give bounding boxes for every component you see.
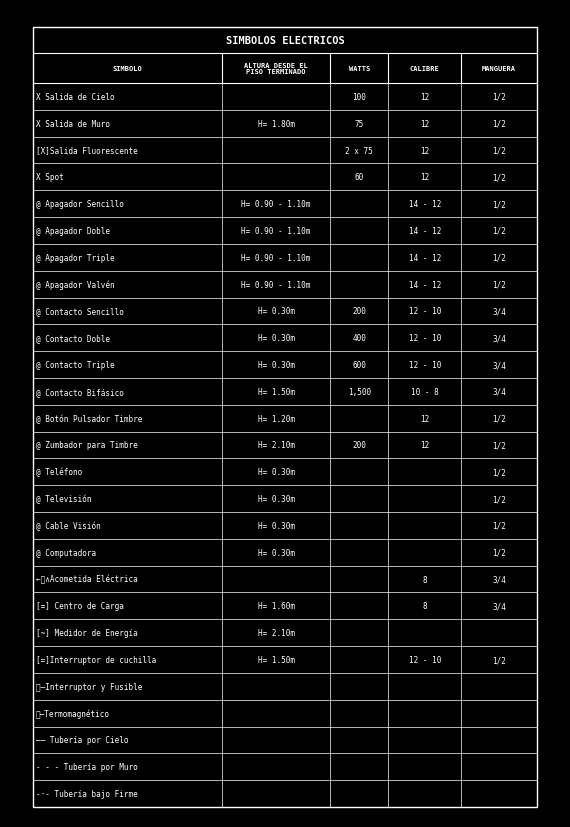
- Text: ∿—Termomagnético: ∿—Termomagnético: [36, 709, 110, 718]
- Text: 1/2: 1/2: [492, 173, 506, 182]
- Text: 12: 12: [420, 173, 429, 182]
- Text: SIMBOLO: SIMBOLO: [113, 66, 142, 72]
- Text: 1/2: 1/2: [492, 120, 506, 128]
- Text: 14 - 12: 14 - 12: [409, 200, 441, 209]
- Text: 1/2: 1/2: [492, 227, 506, 236]
- Text: CALIBRE: CALIBRE: [410, 66, 439, 72]
- Text: 14 - 12: 14 - 12: [409, 227, 441, 236]
- Text: 3/4: 3/4: [492, 575, 506, 584]
- Text: 2 x 75: 2 x 75: [345, 146, 373, 155]
- Text: 3/4: 3/4: [492, 334, 506, 343]
- Text: H= 0.90 - 1.10m: H= 0.90 - 1.10m: [242, 200, 311, 209]
- Text: [~] Medidor de Energía: [~] Medidor de Energía: [36, 629, 138, 638]
- Text: H= 0.30m: H= 0.30m: [258, 468, 295, 476]
- Text: 12: 12: [420, 414, 429, 423]
- Text: H= 1.80m: H= 1.80m: [258, 120, 295, 128]
- Text: @ Apagador Valvén: @ Apagador Valvén: [36, 280, 115, 289]
- Text: 1,500: 1,500: [348, 387, 371, 396]
- Text: H= 0.30m: H= 0.30m: [258, 521, 295, 530]
- Text: @ Contacto Sencillo: @ Contacto Sencillo: [36, 307, 124, 316]
- Text: 1/2: 1/2: [492, 441, 506, 450]
- Text: ∿—Interruptor y Fusible: ∿—Interruptor y Fusible: [36, 682, 142, 691]
- Text: 12 - 10: 12 - 10: [409, 307, 441, 316]
- Text: X Spot: X Spot: [36, 173, 64, 182]
- Text: 12: 12: [420, 120, 429, 128]
- Text: 3/4: 3/4: [492, 361, 506, 370]
- Text: 12: 12: [420, 93, 429, 102]
- Text: 1/2: 1/2: [492, 146, 506, 155]
- Text: H= 0.30m: H= 0.30m: [258, 548, 295, 557]
- Text: X Salida de Muro: X Salida de Muro: [36, 120, 110, 128]
- Text: 1/2: 1/2: [492, 280, 506, 289]
- Text: H= 1.50m: H= 1.50m: [258, 655, 295, 664]
- Text: H= 0.30m: H= 0.30m: [258, 334, 295, 343]
- Text: 100: 100: [352, 93, 367, 102]
- Text: 1/2: 1/2: [492, 548, 506, 557]
- Text: 12 - 10: 12 - 10: [409, 334, 441, 343]
- Text: H= 2.10m: H= 2.10m: [258, 629, 295, 638]
- Text: SIMBOLOS ELECTRICOS: SIMBOLOS ELECTRICOS: [226, 36, 344, 46]
- Text: [=] Centro de Carga: [=] Centro de Carga: [36, 602, 124, 610]
- Text: [=]Interruptor de cuchilla: [=]Interruptor de cuchilla: [36, 655, 156, 664]
- Text: 1/2: 1/2: [492, 200, 506, 209]
- Text: @ Contacto Doble: @ Contacto Doble: [36, 334, 110, 343]
- Text: X Salida de Cielo: X Salida de Cielo: [36, 93, 115, 102]
- Text: 10 - 8: 10 - 8: [411, 387, 439, 396]
- Text: 200: 200: [352, 307, 367, 316]
- Text: 1/2: 1/2: [492, 93, 506, 102]
- Text: @ Apagador Triple: @ Apagador Triple: [36, 254, 115, 262]
- Text: 60: 60: [355, 173, 364, 182]
- Text: 400: 400: [352, 334, 367, 343]
- Text: @ Televisión: @ Televisión: [36, 495, 92, 504]
- Text: @ Cable Visión: @ Cable Visión: [36, 521, 101, 530]
- Text: 3/4: 3/4: [492, 387, 506, 396]
- Text: 1/2: 1/2: [492, 495, 506, 504]
- Text: @ Zumbador para Timbre: @ Zumbador para Timbre: [36, 441, 138, 450]
- Text: @ Teléfono: @ Teléfono: [36, 467, 82, 477]
- Text: —— Tubería por Cielo: —— Tubería por Cielo: [36, 735, 128, 744]
- Text: ←∿∧Acometida Eléctrica: ←∿∧Acometida Eléctrica: [36, 575, 138, 584]
- Text: 12: 12: [420, 146, 429, 155]
- Text: 3/4: 3/4: [492, 602, 506, 610]
- Text: 600: 600: [352, 361, 367, 370]
- Text: H= 0.30m: H= 0.30m: [258, 361, 295, 370]
- Text: H= 0.90 - 1.10m: H= 0.90 - 1.10m: [242, 280, 311, 289]
- Text: 12 - 10: 12 - 10: [409, 655, 441, 664]
- Text: ALTURA DESDE EL
PISO TERMINADO: ALTURA DESDE EL PISO TERMINADO: [245, 62, 308, 75]
- Text: 8: 8: [422, 575, 427, 584]
- Text: H= 0.30m: H= 0.30m: [258, 307, 295, 316]
- Text: H= 1.50m: H= 1.50m: [258, 387, 295, 396]
- Text: 3/4: 3/4: [492, 307, 506, 316]
- Text: 1/2: 1/2: [492, 414, 506, 423]
- Text: @ Apagador Doble: @ Apagador Doble: [36, 227, 110, 236]
- Text: 12: 12: [420, 441, 429, 450]
- Bar: [33, 28, 537, 807]
- Text: @ Contacto Triple: @ Contacto Triple: [36, 361, 115, 370]
- Text: - - - Tubería por Muro: - - - Tubería por Muro: [36, 762, 138, 772]
- Text: 1/2: 1/2: [492, 521, 506, 530]
- Text: H= 0.30m: H= 0.30m: [258, 495, 295, 504]
- Text: MANGUERA: MANGUERA: [482, 66, 516, 72]
- Text: 14 - 12: 14 - 12: [409, 254, 441, 262]
- Text: H= 1.60m: H= 1.60m: [258, 602, 295, 610]
- Text: [X]Salida Fluorescente: [X]Salida Fluorescente: [36, 146, 138, 155]
- Text: H= 2.10m: H= 2.10m: [258, 441, 295, 450]
- Text: 12 - 10: 12 - 10: [409, 361, 441, 370]
- Text: 1/2: 1/2: [492, 468, 506, 476]
- Text: 1/2: 1/2: [492, 655, 506, 664]
- Text: 200: 200: [352, 441, 367, 450]
- Text: H= 0.90 - 1.10m: H= 0.90 - 1.10m: [242, 227, 311, 236]
- Text: H= 0.90 - 1.10m: H= 0.90 - 1.10m: [242, 254, 311, 262]
- Text: @ Computadora: @ Computadora: [36, 548, 96, 557]
- Text: 1/2: 1/2: [492, 254, 506, 262]
- Text: WATTS: WATTS: [349, 66, 370, 72]
- Text: @ Apagador Sencillo: @ Apagador Sencillo: [36, 200, 124, 209]
- Text: 8: 8: [422, 602, 427, 610]
- Text: -·- Tubería bajo Firme: -·- Tubería bajo Firme: [36, 789, 138, 798]
- Text: @ Contacto Bifásico: @ Contacto Bifásico: [36, 387, 124, 396]
- Text: H= 1.20m: H= 1.20m: [258, 414, 295, 423]
- Text: 75: 75: [355, 120, 364, 128]
- Text: @ Botón Pulsador Timbre: @ Botón Pulsador Timbre: [36, 414, 142, 423]
- Text: 14 - 12: 14 - 12: [409, 280, 441, 289]
